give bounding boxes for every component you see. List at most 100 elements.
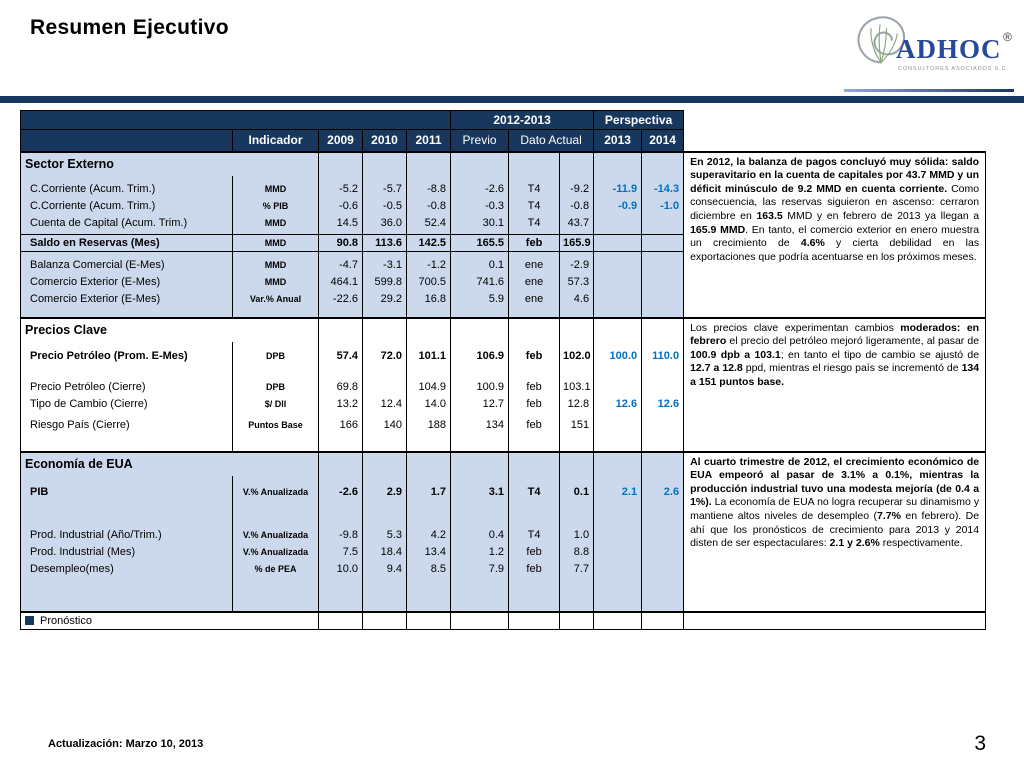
empty-cell	[559, 364, 595, 379]
empty-cell	[641, 364, 685, 379]
value-cell: -1.0	[641, 197, 685, 215]
section-comment: Al cuarto trimestre de 2012, el crecimie…	[683, 450, 987, 612]
empty-cell	[405, 412, 452, 417]
value-cell: 13.2	[318, 395, 363, 413]
section-comment: Los precios clave experimentan cambios m…	[683, 316, 987, 452]
value-cell: 188	[405, 416, 452, 434]
empty-cell	[318, 500, 363, 527]
value-cell: 103.1	[559, 378, 595, 396]
row-label: Precio Petróleo (Cierre)	[20, 378, 233, 396]
empty-cell	[232, 500, 319, 527]
empty-cell	[559, 577, 595, 612]
comment-text: Al cuarto trimestre de 2012, el crecimie…	[690, 455, 980, 509]
value-cell: -4.7	[318, 256, 363, 274]
empty-cell	[405, 341, 452, 348]
empty-cell	[405, 175, 452, 181]
row-unit: Var.% Anual	[232, 290, 319, 308]
value-cell	[362, 378, 407, 396]
value-cell: 12.6	[593, 395, 643, 413]
indicator-row: Comercio Exterior (E-Mes) MMD 464.1 599.8 70…	[20, 273, 986, 291]
empty-cell	[405, 316, 452, 342]
empty-cell	[405, 500, 452, 527]
value-cell: feb	[508, 395, 561, 413]
empty-cell	[362, 577, 407, 612]
row-unit: MMD	[232, 180, 319, 198]
row-label: Precio Petróleo (Prom. E-Mes)	[20, 347, 233, 365]
comment-text: 2.1 y 2.6%	[829, 537, 883, 550]
empty-cell	[559, 610, 595, 630]
indicator-row: C.Corriente (Acum. Trim.)% PIB -0.6 -0.5 -0…	[20, 197, 986, 215]
value-cell: feb	[508, 560, 561, 578]
value-cell	[593, 416, 643, 434]
row-unit: V.% Anualizada	[232, 483, 319, 501]
comment-text: 163.5	[756, 210, 783, 223]
empty-cell	[593, 150, 643, 176]
value-cell: -0.6	[318, 197, 363, 215]
col-header: Dato Actual	[508, 129, 595, 152]
logo-subtitle: CONSULTORES ASOCIADOS S.C.	[898, 66, 1009, 72]
row-label: Comercio Exterior (E-Mes)	[20, 290, 233, 308]
empty-cell	[508, 316, 561, 342]
value-cell: 110.0	[641, 347, 685, 365]
empty-cell	[641, 231, 685, 235]
empty-cell	[641, 316, 685, 342]
empty-cell	[508, 610, 561, 630]
value-cell: T4	[508, 483, 561, 501]
section-title-row: Economía de EUA Al cuarto trimestre de 20…	[20, 450, 987, 612]
section-title: Precios Clave	[20, 316, 319, 342]
comment-text: en febrero). De ahí que los pronósticos …	[690, 510, 980, 550]
empty-cell	[232, 364, 319, 379]
empty-cell	[362, 475, 407, 484]
empty-cell	[559, 251, 595, 257]
perspective-group-header: Perspectiva	[593, 110, 685, 130]
value-cell	[593, 526, 643, 544]
empty-cell	[593, 577, 643, 612]
value-cell	[641, 234, 685, 252]
registered-mark-icon: ®	[1003, 30, 1012, 44]
empty-cell	[405, 307, 452, 318]
value-cell: 101.1	[405, 347, 452, 365]
spacer-row	[20, 251, 986, 257]
empty-cell	[362, 307, 407, 318]
value-cell	[641, 273, 685, 291]
empty-cell	[405, 475, 452, 484]
value-cell: ene	[508, 290, 561, 308]
empty-cell	[20, 364, 233, 379]
row-unit: MMD	[232, 234, 319, 252]
row-label: Saldo en Reservas (Mes)	[20, 234, 233, 252]
comment-text: respectivamente.	[882, 537, 963, 550]
empty-cell	[405, 364, 452, 379]
value-cell: 1.7	[405, 483, 452, 501]
empty-cell	[508, 450, 561, 476]
empty-cell	[405, 251, 452, 257]
empty-cell	[362, 450, 407, 476]
value-cell: 90.8	[318, 234, 363, 252]
row-label: Balanza Comercial (E-Mes)	[20, 256, 233, 274]
spacer-row	[20, 341, 986, 348]
empty-cell	[405, 577, 452, 612]
row-unit: MMD	[232, 273, 319, 291]
value-cell: feb	[508, 234, 561, 252]
comment-text: En 2012, la balanza de pagos concluyó mu…	[690, 155, 980, 195]
value-cell: 106.9	[450, 347, 510, 365]
comment-text: MMD y en febrero de 2013 ya llegan a	[782, 210, 980, 223]
value-cell: 69.8	[318, 378, 363, 396]
empty-cell	[318, 475, 363, 484]
indicator-row: Comercio Exterior (E-Mes) Var.% Anual -22.…	[20, 290, 986, 308]
row-label: Prod. Industrial (Año/Trim.)	[20, 526, 233, 544]
value-cell: 10.0	[318, 560, 363, 578]
empty-cell	[559, 231, 595, 235]
empty-cell	[450, 475, 510, 484]
value-cell: 599.8	[362, 273, 407, 291]
row-unit: DPB	[232, 347, 319, 365]
empty-cell	[450, 450, 510, 476]
comment-text: moderados: en febrero	[690, 321, 980, 348]
empty-cell	[450, 316, 510, 342]
empty-cell	[362, 364, 407, 379]
comment-text: La economía de EUA no logra recuperar su…	[690, 496, 980, 523]
empty-cell	[641, 341, 685, 348]
page-number: 3	[974, 732, 986, 755]
row-label: Desempleo(mes)	[20, 560, 233, 578]
empty-cell	[232, 577, 319, 612]
